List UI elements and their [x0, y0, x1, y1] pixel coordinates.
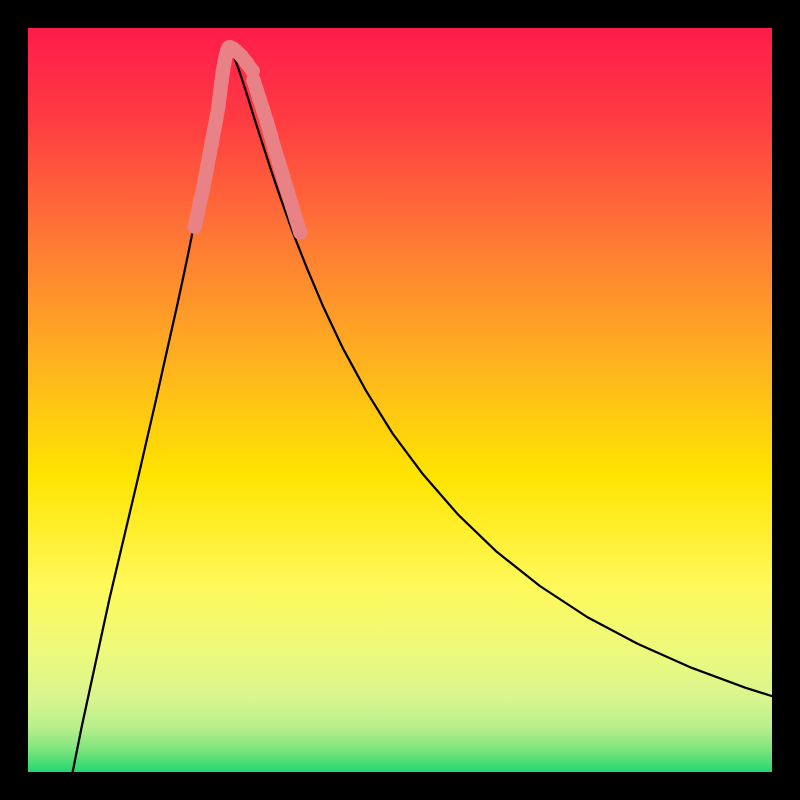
marker-dot — [211, 99, 225, 113]
right-curve — [229, 47, 772, 696]
plot-area — [28, 28, 772, 772]
marker-dot — [209, 112, 223, 126]
curve-overlay — [28, 28, 772, 772]
marker-dot — [280, 184, 294, 198]
marker-dot — [190, 207, 204, 221]
marker-dot — [276, 170, 290, 184]
marker-dot — [285, 199, 299, 213]
marker-dot — [272, 155, 286, 169]
marker-dot — [200, 159, 214, 173]
chart-frame: TheBottleneck.com — [0, 0, 800, 800]
marker-dot — [267, 141, 281, 155]
marker-dot — [207, 123, 221, 137]
marker-dot — [260, 115, 274, 129]
marker-dot — [196, 183, 210, 197]
marker-dot — [198, 171, 212, 185]
marker-dot — [293, 225, 307, 239]
marker-dot — [202, 147, 216, 161]
marker-dot — [263, 127, 277, 141]
marker-dot — [187, 219, 201, 233]
marker-dot — [205, 135, 219, 149]
